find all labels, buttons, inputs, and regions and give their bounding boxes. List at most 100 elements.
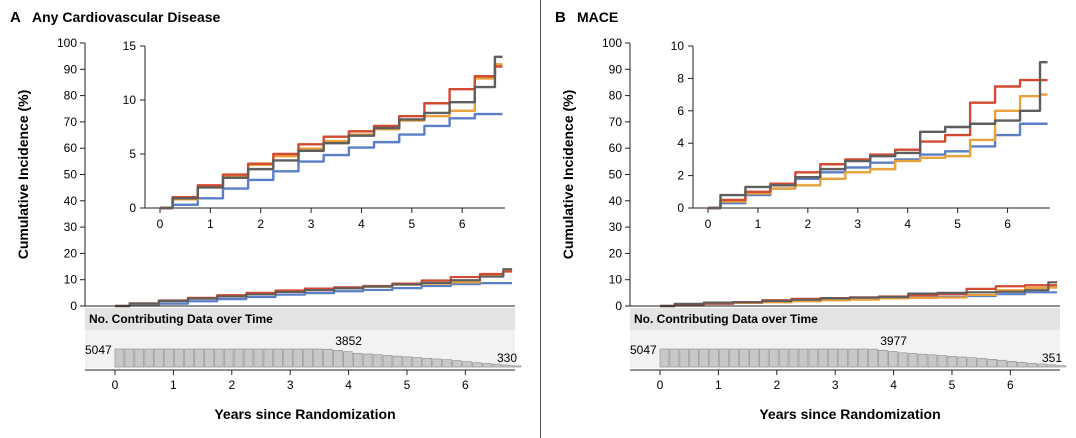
main-x-tick-label: 3	[287, 378, 294, 392]
risk-bar	[997, 359, 1007, 368]
main-y-tick-label: 100	[57, 36, 77, 50]
inset-series-line-orange	[708, 93, 1048, 210]
panel-title: MACE	[577, 9, 618, 25]
risk-bar	[481, 363, 492, 368]
risk-bar	[213, 348, 224, 368]
risk-bar	[223, 348, 234, 368]
risk-bar	[689, 348, 700, 368]
risk-bar	[293, 348, 303, 368]
risk-bar	[134, 348, 145, 368]
risk-bar	[937, 355, 948, 368]
main-x-tick-label: 4	[890, 378, 897, 392]
risk-bar	[154, 348, 164, 368]
main-x-tick-label: 4	[345, 378, 352, 392]
risk-table-header-bg	[85, 308, 515, 330]
risk-bar	[323, 348, 333, 368]
risk-bar	[977, 358, 987, 368]
risk-bar	[957, 356, 968, 368]
risk-bar	[412, 357, 423, 368]
risk-bar	[422, 357, 432, 368]
risk-bar	[362, 353, 373, 368]
risk-bar	[749, 348, 759, 368]
panel-letter: A	[10, 9, 21, 26]
inset-x-tick-label: 3	[308, 217, 315, 231]
main-y-tick-label: 40	[64, 194, 78, 208]
risk-bar	[848, 348, 858, 368]
risk-bar	[452, 360, 462, 368]
main-y-tick-label: 40	[609, 194, 623, 208]
inset-x-tick-label: 5	[408, 217, 415, 231]
risk-bar	[818, 348, 829, 368]
risk-bar	[888, 351, 898, 368]
risk-bar	[669, 348, 680, 368]
risk-label: 3852	[335, 334, 362, 348]
risk-bar	[1046, 364, 1057, 368]
main-y-tick-label: 60	[64, 141, 78, 155]
risk-bar	[472, 362, 482, 368]
risk-bar	[432, 358, 442, 368]
risk-bar	[511, 365, 522, 368]
risk-bar	[263, 348, 274, 368]
risk-bar	[1036, 363, 1047, 368]
risk-bar	[491, 363, 502, 368]
risk-bar	[858, 348, 868, 368]
main-y-tick-label: 10	[609, 273, 623, 287]
risk-bar	[382, 355, 393, 368]
main-x-tick-label: 5	[404, 378, 411, 392]
main-x-tick-label: 6	[462, 378, 469, 392]
x-axis-label: Years since Randomization	[214, 406, 395, 422]
risk-bar	[233, 348, 244, 368]
inset-series-line-gray	[708, 61, 1048, 210]
risk-bar	[1017, 362, 1027, 368]
risk-bar	[947, 356, 958, 368]
risk-label: 351	[1042, 351, 1062, 365]
main-x-tick-label: 0	[657, 378, 664, 392]
main-x-tick-label: 1	[170, 378, 177, 392]
risk-bar	[788, 348, 799, 368]
risk-bar	[868, 348, 878, 368]
inset-y-tick-label: 8	[677, 71, 684, 85]
main-series-line-blue	[115, 282, 513, 308]
x-axis-label: Years since Randomization	[759, 406, 940, 422]
inset-y-tick-label: 10	[123, 93, 137, 107]
inset-y-tick-label: 10	[671, 39, 685, 53]
risk-bar	[194, 348, 204, 368]
risk-label: 330	[497, 351, 517, 365]
risk-bar	[442, 359, 452, 368]
risk-bar	[204, 348, 214, 368]
main-y-tick-label: 20	[64, 246, 78, 260]
inset-x-tick-label: 0	[157, 217, 164, 231]
risk-bar	[174, 348, 184, 368]
inset-y-tick-label: 5	[129, 147, 136, 161]
main-x-tick-label: 5	[949, 378, 956, 392]
inset-y-tick-label: 0	[129, 201, 136, 215]
risk-bar	[352, 352, 363, 368]
inset-x-tick-label: 6	[1004, 217, 1011, 231]
risk-bar	[699, 348, 709, 368]
risk-bar	[144, 348, 155, 368]
main-x-tick-label: 0	[112, 378, 119, 392]
risk-bar	[897, 352, 908, 368]
main-y-tick-label: 20	[609, 246, 623, 260]
risk-table-header-bg	[630, 308, 1060, 330]
main-y-tick-label: 90	[609, 62, 623, 76]
main-x-tick-label: 3	[832, 378, 839, 392]
main-series-line-gray	[660, 281, 1058, 308]
risk-bar	[343, 351, 353, 368]
inset-y-tick-label: 0	[677, 201, 684, 215]
risk-bar	[838, 348, 848, 368]
inset-y-tick-label: 2	[677, 169, 684, 183]
risk-bar	[967, 357, 977, 368]
inset-series-line-blue	[708, 122, 1048, 210]
risk-bar	[927, 354, 938, 368]
main-x-tick-label: 6	[1007, 378, 1014, 392]
risk-bar	[333, 350, 343, 368]
main-y-tick-label: 10	[64, 273, 78, 287]
main-y-tick-label: 50	[64, 168, 78, 182]
inset-x-tick-label: 4	[904, 217, 911, 231]
risk-bar	[243, 348, 254, 368]
risk-bar	[462, 361, 472, 368]
inset-y-tick-label: 6	[677, 104, 684, 118]
risk-label: 5047	[630, 343, 657, 357]
